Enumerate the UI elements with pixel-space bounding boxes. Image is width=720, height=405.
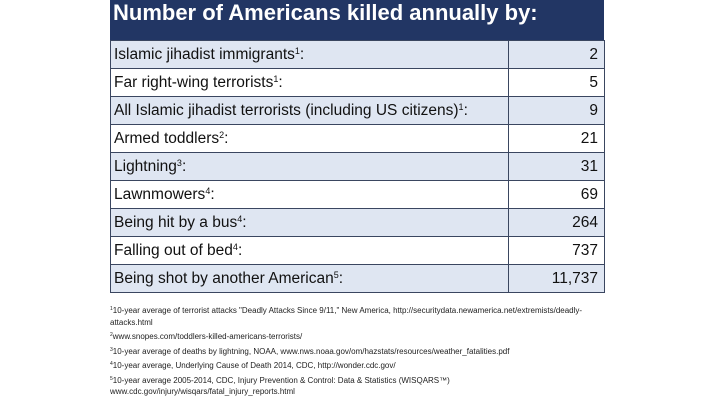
row-label-colon: : (338, 269, 344, 287)
table-row: Being shot by another American5: 11,737 (110, 264, 605, 293)
footnote-text: 10-year average 2005-2014, CDC, Injury P… (110, 375, 450, 397)
row-label-colon: : (224, 129, 229, 147)
footnote-ref: 5 (333, 269, 339, 280)
row-label-text: Islamic jihadist immigrants (114, 45, 295, 63)
row-label: Being hit by a bus4: (110, 208, 509, 237)
footnote-text: www.snopes.com/toddlers-killed-americans… (112, 332, 303, 341)
stats-table: Islamic jihadist immigrants1: 2 Far right-… (110, 40, 605, 293)
footnote-ref: 3 (176, 157, 182, 168)
footnote: 310-year average of deaths by lightning,… (110, 346, 610, 358)
footnote-ref: 4 (205, 185, 211, 196)
row-label-text: Armed toddlers (114, 129, 220, 147)
row-value: 264 (508, 208, 605, 237)
row-value: 2 (508, 40, 605, 69)
row-label-colon: : (237, 241, 243, 259)
row-value: 9 (508, 96, 605, 125)
footnote-number: 1 (110, 306, 113, 312)
footnote-ref: 1 (458, 101, 464, 112)
row-value: 31 (508, 152, 605, 181)
footnote-text: 10-year average, Underlying Cause of Dea… (112, 361, 396, 370)
footnote-number: 5 (110, 375, 113, 382)
footnote-ref: 1 (294, 45, 300, 56)
footnote-ref: 4 (232, 241, 238, 252)
row-label-text: Far right-wing terrorists (114, 73, 274, 91)
header-band (110, 0, 604, 40)
row-label: Islamic jihadist immigrants1: (110, 40, 509, 69)
row-label-text: Falling out of bed (114, 241, 233, 259)
row-label-colon: : (242, 213, 247, 231)
footnote-number: 4 (110, 361, 113, 367)
table-row: Falling out of bed4: 737 (110, 236, 605, 265)
row-label-text: Being shot by another American (114, 269, 334, 287)
row-label-text: All Islamic jihadist terrorists (includi… (114, 101, 459, 119)
row-label-colon: : (463, 101, 468, 119)
footnote-text: 10-year average of terrorist attacks "De… (110, 306, 583, 327)
table-row: Lawnmowers4: 69 (110, 180, 605, 209)
table-row: Being hit by a bus4: 264 (110, 208, 605, 237)
footnote-number: 3 (110, 346, 113, 353)
row-label: All Islamic jihadist terrorists (includi… (110, 96, 509, 125)
table-row: All Islamic jihadist terrorists (includi… (110, 96, 605, 125)
footnotes: 110-year average of terrorist attacks "D… (110, 305, 610, 401)
table-body: Islamic jihadist immigrants1: 2 Far right-… (110, 40, 605, 293)
row-label-colon: : (299, 45, 305, 63)
row-label-colon: : (210, 185, 215, 203)
footnote-text: 10-year average of deaths by lightning, … (112, 346, 510, 356)
footnote-ref: 4 (237, 213, 243, 224)
row-value: 21 (508, 124, 605, 153)
row-label-text: Lightning (114, 157, 177, 175)
footnote: 510-year average 2005-2014, CDC, Injury … (110, 375, 610, 398)
footnote: 2www.snopes.com/toddlers-killed-american… (110, 331, 610, 343)
row-value: 11,737 (508, 264, 605, 293)
row-label: Armed toddlers2: (110, 124, 509, 153)
footnote-number: 2 (110, 332, 113, 338)
row-label: Far right-wing terrorists1: (110, 68, 509, 97)
row-label: Being shot by another American5: (110, 264, 509, 293)
footnote-ref: 2 (219, 129, 225, 140)
table-row: Armed toddlers2: 21 (110, 124, 605, 153)
table-row: Islamic jihadist immigrants1: 2 (110, 40, 605, 69)
row-label: Falling out of bed4: (110, 236, 509, 265)
footnote: 410-year average, Underlying Cause of De… (110, 360, 610, 372)
row-label-text: Lawnmowers (114, 185, 206, 203)
row-value: 737 (508, 236, 605, 265)
footnote: 110-year average of terrorist attacks "D… (110, 305, 610, 328)
table-title: Number of Americans killed annually by: (113, 0, 538, 25)
row-label: Lightning3: (110, 152, 509, 181)
table-row: Far right-wing terrorists1: 5 (110, 68, 605, 97)
row-label-colon: : (181, 157, 187, 175)
row-label: Lawnmowers4: (110, 180, 509, 209)
row-value: 5 (508, 68, 605, 97)
row-label-colon: : (278, 73, 283, 91)
table-row: Lightning3: 31 (110, 152, 605, 181)
footnote-ref: 1 (273, 73, 279, 84)
row-value: 69 (508, 180, 605, 209)
row-label-text: Being hit by a bus (114, 213, 238, 231)
